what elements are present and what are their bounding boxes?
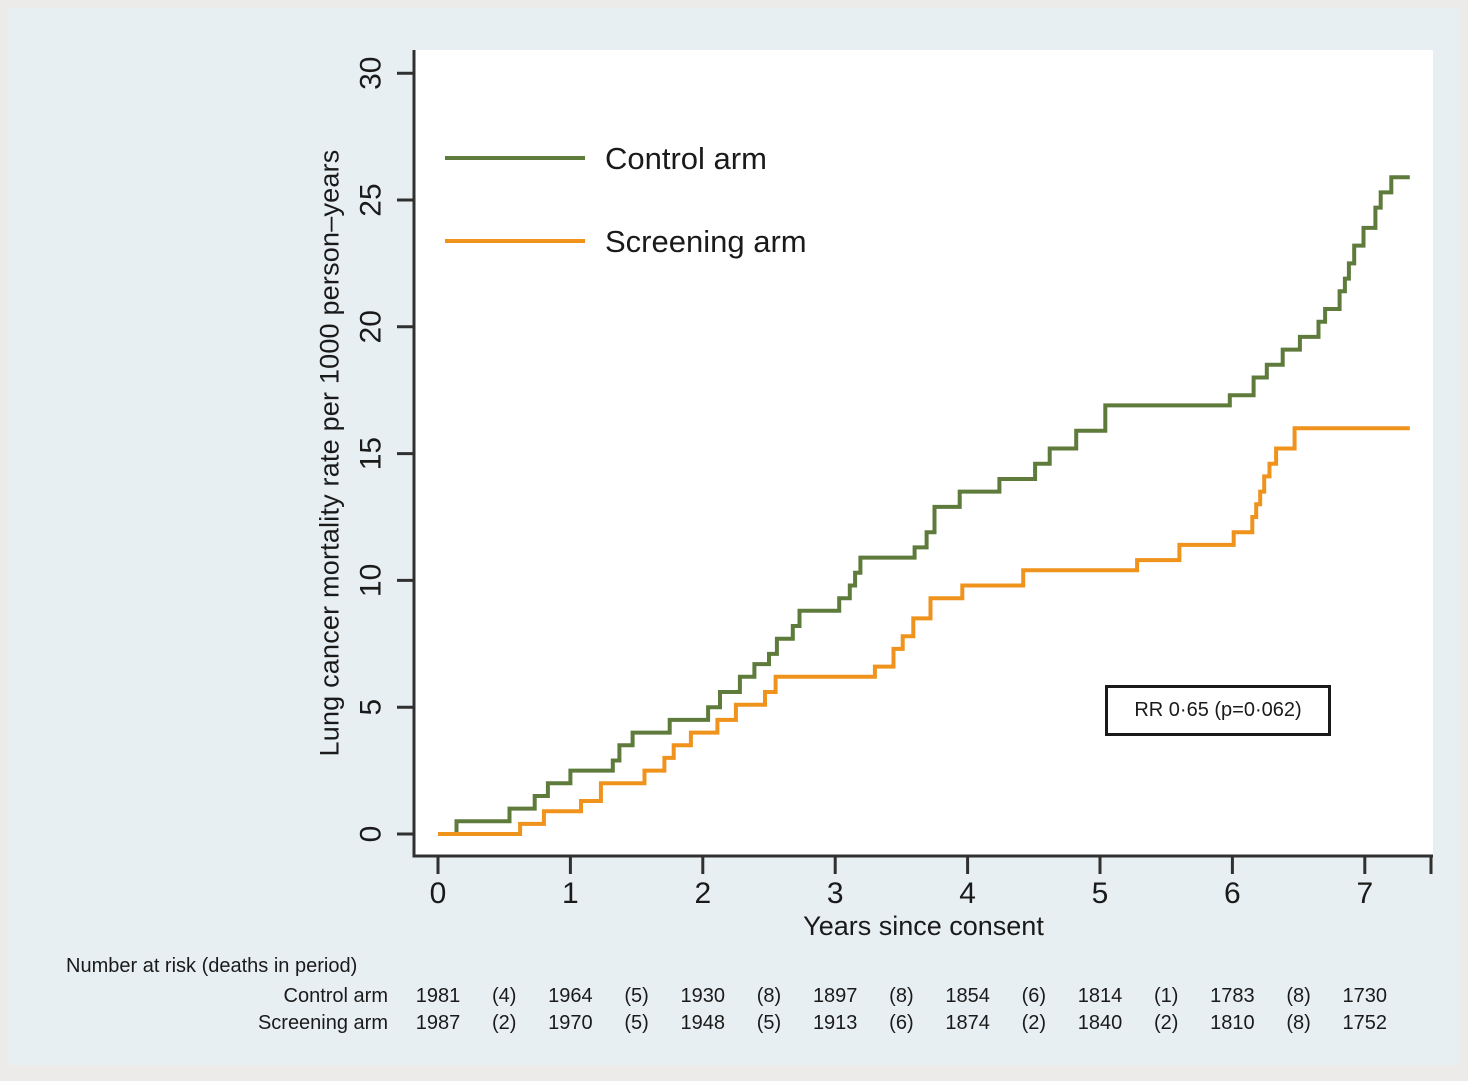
y-tick-label: 10 bbox=[355, 564, 388, 597]
step-curve-screening-arm bbox=[438, 426, 1410, 836]
risk-cell: (8) bbox=[1286, 985, 1311, 1007]
x-tick-label: 5 bbox=[1092, 877, 1109, 910]
legend-label-control-arm: Control arm bbox=[605, 141, 767, 176]
x-tick-label: 1 bbox=[562, 877, 579, 910]
y-tick-label: 25 bbox=[355, 183, 388, 216]
x-tick-label: 3 bbox=[827, 877, 844, 910]
risk-cell: 1948 bbox=[680, 1012, 726, 1034]
risk-cell: 1970 bbox=[548, 1012, 593, 1034]
risk-cell: (6) bbox=[889, 1012, 914, 1034]
risk-cell: (5) bbox=[624, 985, 649, 1007]
y-tick-label: 5 bbox=[355, 699, 388, 716]
risk-cell: (2) bbox=[1153, 1012, 1179, 1034]
risk-table-header: Number at risk (deaths in period) bbox=[66, 955, 358, 977]
x-tick-label: 0 bbox=[430, 877, 447, 910]
risk-cell: 1854 bbox=[945, 985, 990, 1007]
risk-cell: 1964 bbox=[548, 985, 593, 1007]
risk-cell: 1814 bbox=[1077, 985, 1123, 1007]
risk-cell: (8) bbox=[756, 985, 782, 1007]
risk-cell: (6) bbox=[1021, 985, 1047, 1007]
risk-cell: 1840 bbox=[1077, 1012, 1123, 1034]
risk-cell: 1874 bbox=[945, 1012, 990, 1034]
risk-cell: 1981 bbox=[415, 985, 461, 1007]
x-axis-title: Years since consent bbox=[803, 911, 1044, 941]
risk-cell: 1930 bbox=[680, 985, 726, 1007]
risk-cell: (2) bbox=[1021, 1012, 1047, 1034]
x-tick-label: 6 bbox=[1224, 877, 1241, 910]
risk-cell: (8) bbox=[889, 985, 914, 1007]
risk-cell: (5) bbox=[756, 1012, 782, 1034]
y-axis-title: Lung cancer mortality rate per 1000 pers… bbox=[314, 149, 345, 757]
y-tick-label: 0 bbox=[355, 826, 388, 843]
x-tick-label: 7 bbox=[1356, 877, 1373, 910]
risk-cell: 1783 bbox=[1210, 985, 1255, 1007]
x-tick-label: 2 bbox=[694, 877, 711, 910]
rate-ratio-text: RR 0·65 (p=0·062) bbox=[1134, 699, 1302, 721]
risk-cell: 1913 bbox=[812, 1012, 858, 1034]
y-tick-label: 30 bbox=[355, 57, 388, 90]
risk-cell: (2) bbox=[491, 1012, 517, 1034]
step-curve-control-arm bbox=[438, 175, 1410, 836]
risk-cell: (4) bbox=[491, 985, 517, 1007]
risk-cell: (5) bbox=[624, 1012, 649, 1034]
chart-figure: 0 5 10 15 20 25 30 0 1 2 3 4 5 6 7 Lung cancer mortali… bbox=[8, 8, 1460, 1065]
risk-cell: (1) bbox=[1153, 985, 1179, 1007]
rate-ratio-annotation-box: RR 0·65 (p=0·062) bbox=[1105, 685, 1331, 736]
y-tick-label: 15 bbox=[355, 437, 388, 470]
x-tick-label: 4 bbox=[959, 877, 976, 910]
risk-cell: 1810 bbox=[1210, 1012, 1255, 1034]
risk-cell: 1730 bbox=[1342, 985, 1388, 1007]
risk-row-label-screening-arm: Screening arm bbox=[257, 1012, 388, 1034]
risk-cell: (8) bbox=[1286, 1012, 1311, 1034]
risk-cell: 1987 bbox=[415, 1012, 461, 1034]
risk-cell: 1897 bbox=[812, 985, 858, 1007]
risk-cell: 1752 bbox=[1342, 1012, 1388, 1034]
y-tick-label: 20 bbox=[355, 310, 388, 343]
legend-label-screening-arm: Screening arm bbox=[605, 224, 807, 259]
risk-row-label-control-arm: Control arm bbox=[283, 985, 388, 1007]
